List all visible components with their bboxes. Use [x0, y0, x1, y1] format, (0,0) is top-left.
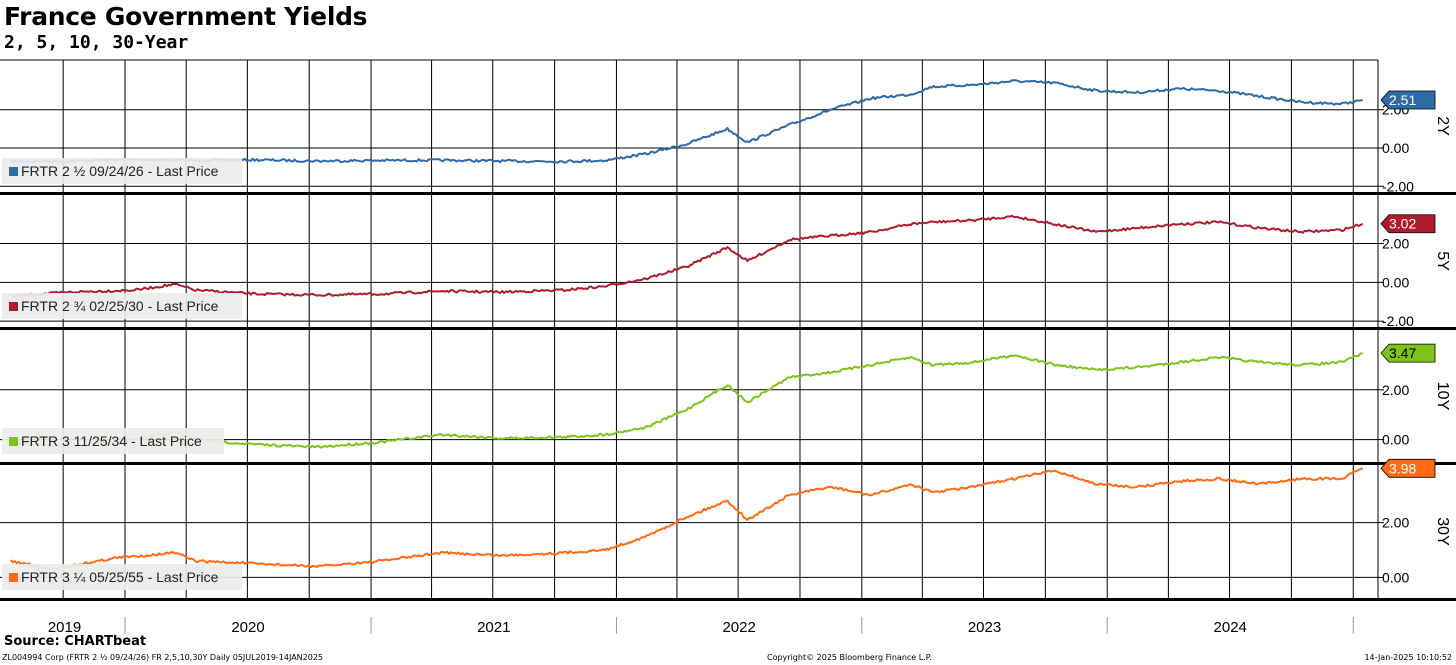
legend-box [2, 564, 242, 590]
y-tick-label: 0.00 [1382, 274, 1409, 290]
last-price-tag [1380, 343, 1436, 363]
series-line-30y [9, 467, 1364, 571]
legend-swatch [9, 167, 18, 176]
tenor-label: 5Y [1434, 251, 1451, 271]
last-price-value: 3.02 [1389, 216, 1416, 232]
legend-swatch [9, 302, 18, 311]
last-price-tag [1380, 458, 1436, 478]
y-tick-label: 2.00 [1382, 236, 1409, 252]
series-line-10y [10, 352, 1363, 450]
legend-label: FRTR 3 11/25/34 - Last Price [21, 433, 202, 449]
y-tick-label: -2.00 [1382, 313, 1414, 329]
footer-timestamp: 14-Jan-2025 10:10:52 [1364, 653, 1452, 662]
tenor-label: 10Y [1434, 382, 1451, 411]
footer-security-info: ZL004994 Corp (FRTR 2 ½ 09/24/26) FR 2,5… [2, 653, 324, 662]
y-tick-label: 2.00 [1382, 515, 1409, 531]
year-label: 2024 [1214, 619, 1247, 636]
y-tick-label: 2.00 [1382, 382, 1409, 398]
series-line-5y [10, 214, 1364, 298]
tenor-label: 30Y [1434, 517, 1451, 546]
panel-10y: 2.00 0.00 FRTR 3 11/25/34 - Last Price 3.47… [0, 330, 1456, 465]
legend-swatch [9, 573, 18, 582]
y-tick-label: 0.00 [1382, 569, 1409, 585]
last-price-tag [1380, 90, 1436, 110]
legend-label: FRTR 2 ¾ 02/25/30 - Last Price [21, 298, 219, 314]
year-label: 2023 [968, 619, 1001, 636]
tenor-label: 2Y [1434, 116, 1451, 136]
y-tick-label: -2.00 [1382, 178, 1414, 194]
legend-box [2, 428, 224, 454]
legend-label: FRTR 3 ¼ 05/25/55 - Last Price [21, 569, 219, 585]
last-price-value: 2.51 [1389, 92, 1416, 108]
year-label: 2019 [48, 619, 81, 636]
source-note: Source: CHARTbeat [4, 634, 147, 649]
year-label: 2020 [231, 619, 264, 636]
y-tick-label: 0.00 [1382, 432, 1409, 448]
legend-label: FRTR 2 ½ 09/24/26 - Last Price [21, 163, 219, 179]
panel-5y: 2.00 0.00 -2.00 FRTR 2 ¾ 02/25/30 - Last Pr… [0, 195, 1456, 330]
year-label: 2022 [722, 619, 755, 636]
year-label: 2021 [477, 619, 510, 636]
chart-title: France Government Yields [4, 2, 368, 31]
legend-box [2, 293, 242, 319]
last-price-tag [1380, 214, 1436, 234]
legend-swatch [9, 437, 18, 446]
x-axis: 2019 2020 2021 2022 2023 2024 [48, 617, 1354, 636]
chart-subtitle: 2, 5, 10, 30-Year [4, 32, 189, 53]
y-tick-label: 0.00 [1382, 140, 1409, 156]
last-price-value: 3.98 [1389, 460, 1416, 476]
legend-box [2, 158, 242, 184]
panel-30y: 2.00 0.00 FRTR 3 ¼ 05/25/55 - Last Price 3.… [0, 458, 1456, 601]
series-line-2y [9, 79, 1363, 164]
last-price-value: 3.47 [1389, 345, 1416, 361]
footer-copyright: Copyright© 2025 Bloomberg Finance L.P. [767, 653, 932, 662]
